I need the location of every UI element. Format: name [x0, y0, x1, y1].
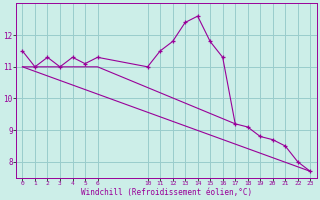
X-axis label: Windchill (Refroidissement éolien,°C): Windchill (Refroidissement éolien,°C) [81, 188, 252, 197]
